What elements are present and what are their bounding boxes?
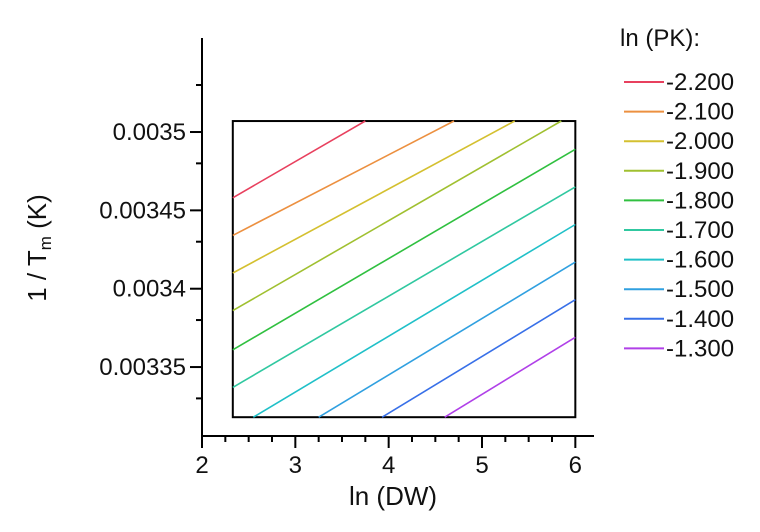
- y-tick-label: 0.0034: [113, 276, 186, 303]
- x-tick-label: 4: [382, 452, 395, 479]
- plot-area: [231, 120, 577, 419]
- legend-label-7: -1.600: [666, 247, 734, 274]
- y-tick-label: 0.00335: [99, 354, 186, 381]
- legend-label-6: -1.700: [666, 217, 734, 244]
- contour-line-5: [232, 148, 576, 351]
- plot-frame: [231, 120, 577, 419]
- legend-title: ln (PK):: [620, 25, 700, 52]
- legend-label-8: -1.500: [666, 276, 734, 303]
- axes: 2 3 4 5 6 0.00335 0.0034 0.00345 0.0035: [99, 38, 594, 479]
- contour-line-10: [444, 336, 576, 418]
- y-axis-label-unit: (K): [22, 194, 52, 236]
- legend-label-4: -1.900: [666, 158, 734, 185]
- x-tick-label: 3: [289, 452, 302, 479]
- contour-line-3: [232, 120, 516, 274]
- contour-line-6: [232, 186, 576, 389]
- legend-label-10: -1.300: [666, 335, 734, 362]
- x-tick-label: 2: [195, 452, 208, 479]
- x-tick-label: 5: [475, 452, 488, 479]
- legend-label-5: -1.800: [666, 187, 734, 214]
- contour-line-8: [318, 261, 576, 418]
- y-tick-label: 0.0035: [113, 119, 186, 146]
- legend-label-1: -2.200: [666, 69, 734, 96]
- contour-line-1: [232, 120, 366, 199]
- legend-label-2: -2.100: [666, 99, 734, 126]
- contour-line-9: [381, 299, 576, 418]
- contour-line-2: [232, 120, 455, 237]
- contour-line-7: [252, 223, 576, 418]
- y-axis-label-subscript: m: [36, 236, 55, 250]
- legend-label-9: -1.400: [666, 306, 734, 333]
- legend-label-3: -2.000: [666, 128, 734, 155]
- legend: ln (PK): -2.200 -2.100-2.000 -1.900-1.800 -…: [620, 25, 734, 362]
- contour-line-4: [232, 120, 562, 312]
- x-axis-label: ln (DW): [349, 481, 437, 511]
- y-tick-label: 0.00345: [99, 197, 186, 224]
- x-tick-label: 6: [569, 452, 582, 479]
- y-axis-label: 1 / Tm (K): [22, 194, 55, 302]
